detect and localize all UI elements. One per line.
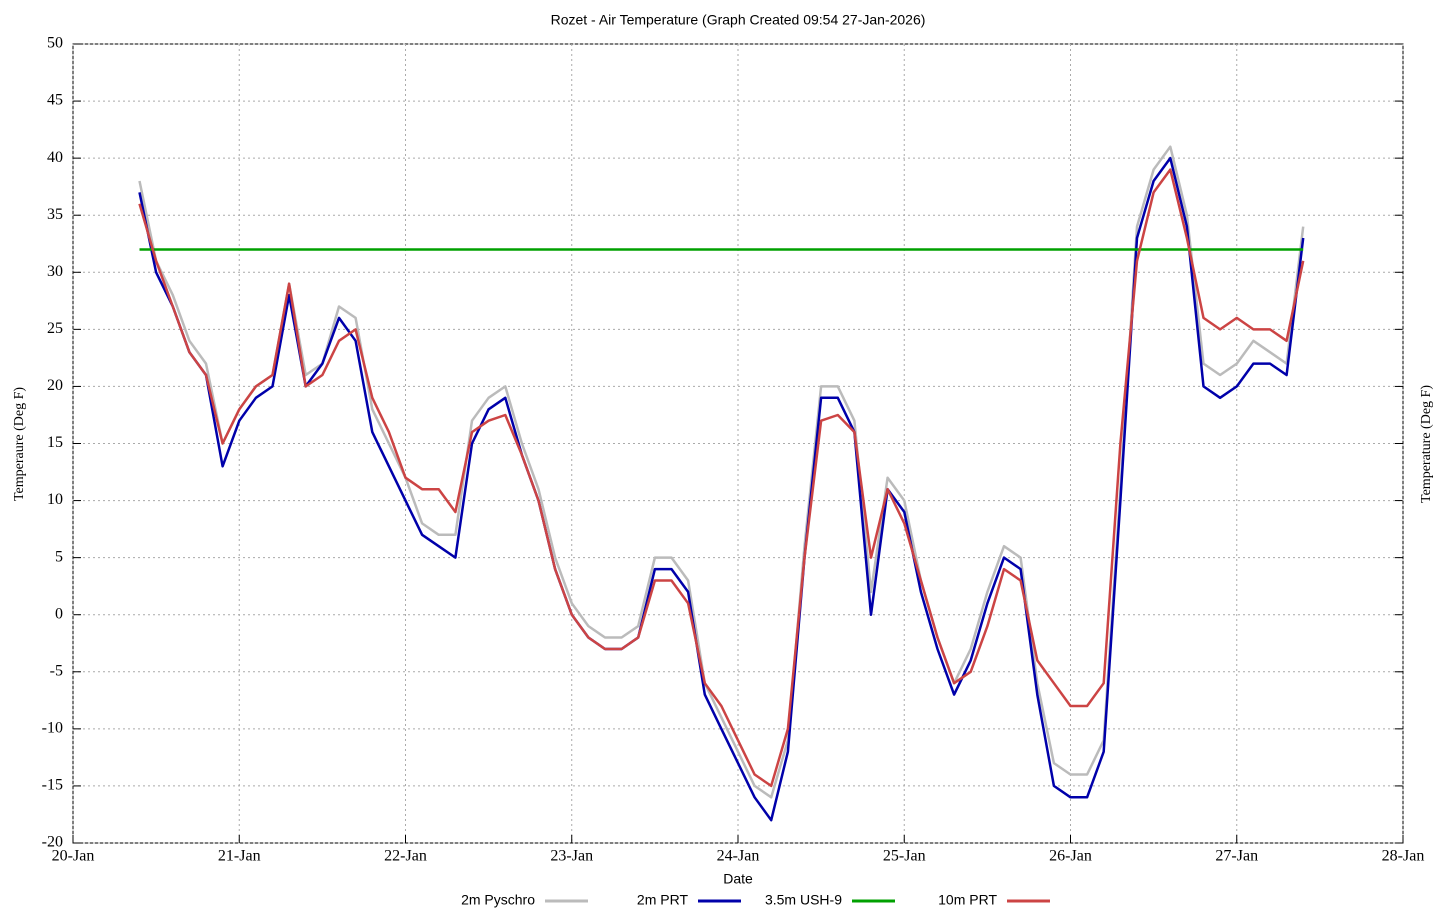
x-tick-label: 25-Jan (883, 848, 926, 865)
legend-label: 10m PRT (938, 892, 997, 908)
y-tick-label: -20 (42, 834, 63, 851)
x-axis-label: Date (723, 871, 753, 887)
legend-label: 3.5m USH-9 (765, 892, 842, 908)
y-tick-label: 50 (47, 35, 63, 52)
y-tick-label: 25 (47, 320, 63, 337)
x-tick-label: 24-Jan (717, 848, 760, 865)
y-tick-label: 40 (47, 149, 63, 166)
legend-label: 2m Pyschro (461, 892, 535, 908)
y-axis-label: Temperaure (Deg F) (12, 387, 27, 501)
x-tick-label: 23-Jan (550, 848, 593, 865)
series-line (138, 168, 1305, 788)
x-tick-label: 20-Jan (52, 848, 95, 865)
legend-label: 2m PRT (637, 892, 689, 908)
y-tick-label: -5 (50, 662, 63, 679)
y-tick-label: 35 (47, 206, 63, 223)
y-tick-label: -10 (42, 720, 63, 737)
y-tick-label: 10 (47, 491, 63, 508)
chart-title: Rozet - Air Temperature (Graph Created 0… (551, 12, 926, 28)
y-tick-label: 15 (47, 434, 63, 451)
y-tick-label: -15 (42, 777, 63, 794)
series-line (138, 156, 1305, 822)
x-tick-label: 21-Jan (218, 848, 261, 865)
x-tick-label: 22-Jan (384, 848, 427, 865)
y-tick-label: 30 (47, 263, 63, 280)
y-tick-label: 5 (55, 548, 63, 565)
x-tick-label: 28-Jan (1382, 848, 1425, 865)
y2-axis-label: Temperature (Deg F) (1419, 385, 1434, 503)
series-line (138, 145, 1305, 799)
y-tick-label: 45 (47, 92, 63, 109)
y-tick-label: 20 (47, 377, 63, 394)
x-tick-label: 27-Jan (1215, 848, 1258, 865)
y-tick-label: 0 (55, 605, 63, 622)
x-tick-label: 26-Jan (1049, 848, 1092, 865)
